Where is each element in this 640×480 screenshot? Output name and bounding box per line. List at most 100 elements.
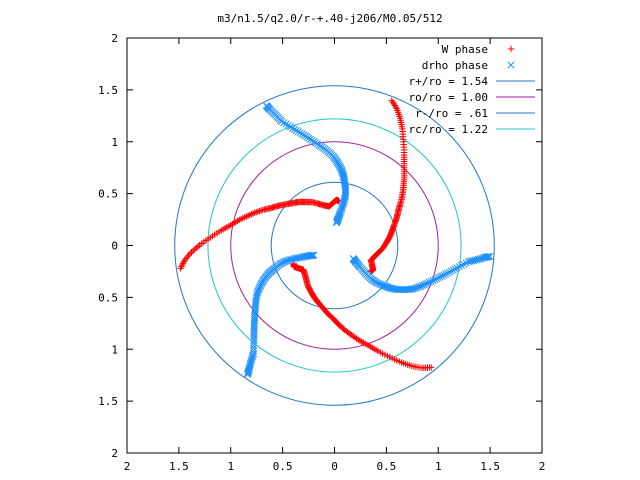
- data-point: [307, 251, 315, 260]
- data-point: [332, 219, 341, 227]
- data-point: [290, 125, 299, 133]
- reference-circle-3: [207, 118, 462, 373]
- legend-label: ro/ro = 1.00: [409, 91, 488, 104]
- data-point: [436, 273, 444, 281]
- data-point: [246, 211, 254, 219]
- data-point: [338, 166, 346, 174]
- x-tick-label: 0: [331, 460, 338, 473]
- x-tick-label: 2: [539, 460, 546, 473]
- data-point: [392, 103, 399, 111]
- x-tick-label: 1: [227, 460, 234, 473]
- data-point: [248, 210, 255, 218]
- x-tick-label: 0.5: [376, 460, 396, 473]
- data-point: [367, 268, 374, 275]
- x-tick-label: 0.5: [273, 460, 293, 473]
- data-point: [245, 212, 252, 219]
- reference-circle-2: [270, 181, 399, 310]
- data-point: [298, 130, 306, 138]
- data-point: [453, 264, 461, 272]
- y-tick-label: 2: [111, 32, 118, 45]
- data-point: [249, 210, 257, 217]
- data-point: [462, 259, 470, 267]
- legend-label: r+/ro = 1.54: [409, 75, 489, 88]
- data-point: [451, 265, 459, 273]
- data-point: [256, 207, 263, 215]
- data-point: [194, 243, 202, 250]
- data-point: [184, 253, 191, 261]
- legend-label: drho phase: [422, 59, 488, 72]
- legend-label: W phase: [442, 43, 488, 56]
- data-point: [309, 251, 317, 259]
- x-tick-label: 1.5: [480, 460, 500, 473]
- y-tick-label: 0: [111, 240, 118, 253]
- data-point: [338, 168, 346, 176]
- data-point: [440, 271, 448, 279]
- data-point: [433, 275, 441, 283]
- data-point: [193, 244, 200, 252]
- axis-ticks: 2 1.5 1 0.5 0 0.5 1 1.5 221.510.500.511.52: [98, 32, 545, 473]
- data-point: [427, 277, 435, 285]
- data-point: [188, 249, 195, 256]
- x-tick-label: 1.5: [169, 460, 189, 473]
- data-point: [189, 247, 197, 254]
- chart-title: m3/n1.5/q2.0/r-+.40-j206/M0.05/512: [217, 12, 442, 25]
- data-point: [443, 269, 451, 277]
- data-point: [191, 246, 198, 253]
- reference-circle-1: [230, 141, 439, 350]
- y-tick-label: 1.5: [98, 84, 118, 97]
- y-tick-label: 1.5: [98, 395, 118, 408]
- data-point: [435, 274, 443, 282]
- y-tick-label: 0.5: [98, 291, 118, 304]
- legend-marker: [507, 61, 515, 69]
- data-point: [338, 169, 347, 177]
- x-tick-label: 2: [124, 460, 131, 473]
- data-point: [308, 251, 316, 259]
- data-point: [438, 272, 446, 280]
- data-point: [431, 276, 439, 284]
- data-point: [251, 209, 258, 216]
- data-point: [387, 284, 395, 292]
- data-point: [455, 263, 463, 271]
- data-point: [180, 258, 188, 265]
- legend-marker: [507, 45, 515, 53]
- data-point: [253, 208, 260, 216]
- legend-label: rc/ro = 1.22: [409, 123, 488, 136]
- data-point: [481, 253, 490, 261]
- legend-label: r-/ro = .61: [415, 107, 488, 120]
- data-point: [310, 251, 318, 259]
- y-tick-label: 0.5: [98, 188, 118, 201]
- data-point: [383, 283, 391, 291]
- y-tick-label: 1: [111, 343, 118, 356]
- y-tick-label: 1: [111, 136, 118, 149]
- data-point: [185, 252, 192, 259]
- data-point: [425, 278, 433, 286]
- data-point: [353, 335, 360, 342]
- data-point: [385, 284, 393, 292]
- data-point: [292, 126, 300, 135]
- data-point: [445, 268, 453, 276]
- data-point: [254, 208, 262, 215]
- data-point: [442, 270, 450, 278]
- data-point: [289, 124, 297, 132]
- legend: W phase drho phase r+/ro = 1.54 ro/ro = 1.0…: [409, 43, 535, 136]
- reference-circle-0: [174, 85, 495, 406]
- x-tick-label: 1: [435, 460, 442, 473]
- data-point: [449, 266, 457, 274]
- data-point: [460, 260, 468, 268]
- data-point: [181, 256, 188, 264]
- data-point: [250, 349, 258, 357]
- data-point: [186, 250, 194, 257]
- y-tick-label: 2: [111, 447, 118, 460]
- data-point: [429, 277, 437, 285]
- data-point: [249, 347, 258, 355]
- reference-circles: [174, 85, 495, 406]
- data-point: [466, 257, 474, 265]
- data-point: [384, 283, 392, 291]
- data-point: [458, 261, 466, 270]
- data-points: [177, 97, 494, 379]
- data-point: [182, 255, 190, 262]
- data-point: [447, 267, 455, 275]
- data-point: [179, 260, 187, 267]
